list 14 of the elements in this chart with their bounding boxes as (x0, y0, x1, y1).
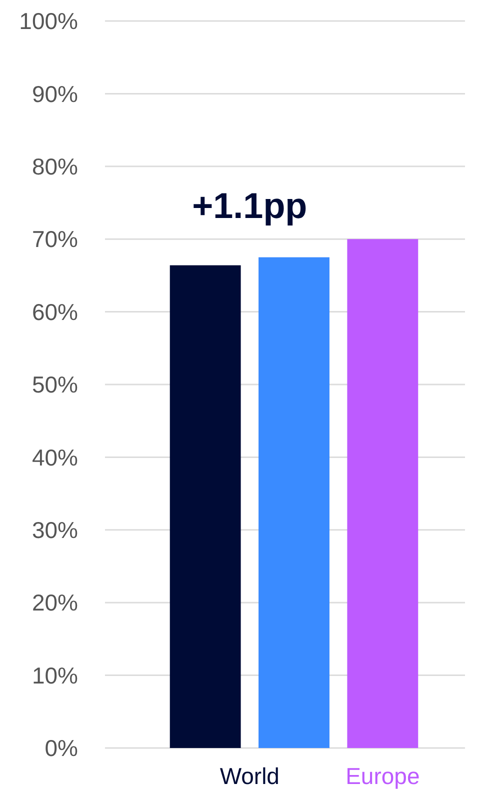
y-tick-label: 90% (32, 80, 78, 107)
annotation: +1.1pp (192, 185, 308, 226)
y-tick-label: 20% (32, 590, 78, 616)
y-tick-label: 70% (32, 226, 78, 252)
y-tick-label: 60% (32, 298, 78, 325)
x-tick-label: Europe (346, 763, 420, 789)
y-tick-label: 50% (32, 372, 78, 398)
x-tick-label: World (220, 763, 280, 789)
y-tick-label: 30% (32, 516, 78, 543)
y-tick-label: 10% (32, 662, 78, 688)
y-tick-label: 40% (32, 444, 78, 470)
y-tick-label: 80% (32, 153, 78, 180)
y-tick-label: 100% (19, 8, 78, 34)
y-tick-label: 0% (44, 735, 78, 762)
